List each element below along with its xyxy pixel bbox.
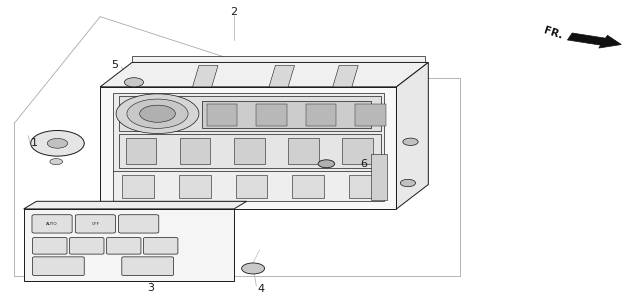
Bar xyxy=(202,101,371,128)
Circle shape xyxy=(31,131,84,156)
Circle shape xyxy=(50,159,63,165)
Polygon shape xyxy=(113,93,384,172)
Polygon shape xyxy=(24,209,234,281)
Bar xyxy=(288,138,319,164)
Text: FR.: FR. xyxy=(543,26,564,41)
Bar xyxy=(122,175,154,198)
Polygon shape xyxy=(568,33,621,48)
Polygon shape xyxy=(193,66,218,87)
Text: 6: 6 xyxy=(360,159,367,169)
Circle shape xyxy=(116,94,199,134)
Circle shape xyxy=(318,160,335,168)
Circle shape xyxy=(140,105,175,122)
Bar xyxy=(236,175,268,198)
Text: AUTO: AUTO xyxy=(46,222,58,226)
Polygon shape xyxy=(113,171,384,201)
FancyBboxPatch shape xyxy=(33,238,67,254)
Polygon shape xyxy=(396,63,428,209)
Polygon shape xyxy=(100,63,428,87)
FancyBboxPatch shape xyxy=(76,215,115,233)
Text: 4: 4 xyxy=(258,284,265,294)
Bar xyxy=(180,138,211,164)
Bar xyxy=(349,175,381,198)
Text: 1: 1 xyxy=(31,138,38,148)
Circle shape xyxy=(400,179,415,187)
Bar xyxy=(125,138,156,164)
Circle shape xyxy=(47,138,68,148)
FancyBboxPatch shape xyxy=(106,238,141,254)
Circle shape xyxy=(127,99,188,128)
FancyBboxPatch shape xyxy=(122,257,173,275)
Polygon shape xyxy=(119,134,381,168)
Text: 2: 2 xyxy=(230,7,237,17)
Bar xyxy=(179,175,211,198)
Text: 5: 5 xyxy=(111,60,118,71)
Text: OFF: OFF xyxy=(92,222,99,226)
Bar xyxy=(292,175,324,198)
Polygon shape xyxy=(119,96,381,131)
Polygon shape xyxy=(24,201,246,209)
Polygon shape xyxy=(132,56,425,66)
Circle shape xyxy=(124,78,143,87)
Bar xyxy=(342,138,373,164)
Polygon shape xyxy=(100,87,396,209)
FancyBboxPatch shape xyxy=(70,238,104,254)
Circle shape xyxy=(242,263,264,274)
Circle shape xyxy=(403,138,418,145)
Bar xyxy=(256,104,287,126)
FancyBboxPatch shape xyxy=(32,215,72,233)
FancyBboxPatch shape xyxy=(143,238,178,254)
Text: 3: 3 xyxy=(148,283,155,293)
Bar xyxy=(207,104,237,126)
Bar xyxy=(355,104,386,126)
Polygon shape xyxy=(269,66,294,87)
Bar xyxy=(234,138,264,164)
Polygon shape xyxy=(333,66,358,87)
FancyBboxPatch shape xyxy=(33,257,84,275)
FancyBboxPatch shape xyxy=(118,215,159,233)
Bar xyxy=(305,104,336,126)
Bar xyxy=(371,154,387,200)
